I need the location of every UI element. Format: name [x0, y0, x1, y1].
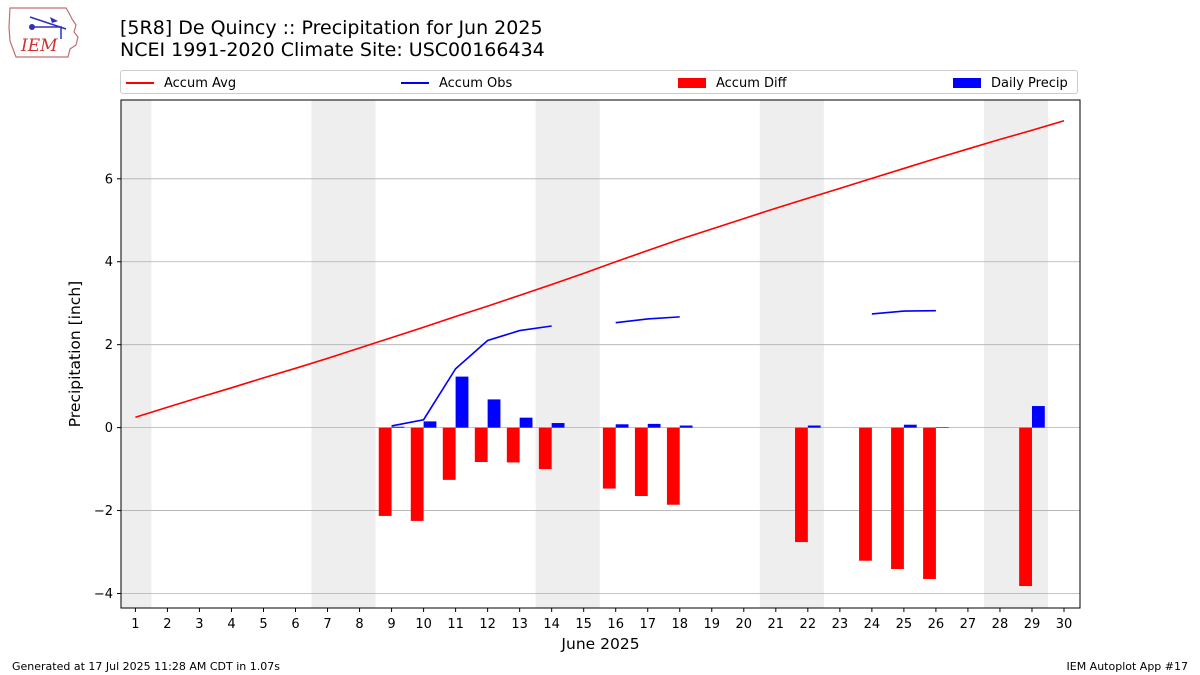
x-tick-label: 3	[195, 617, 203, 632]
x-tick-label: 15	[575, 617, 592, 632]
x-tick-label: 20	[736, 617, 753, 632]
accum-diff-bar	[378, 427, 392, 516]
x-tick-label: 4	[227, 617, 235, 632]
accum-diff-bar	[891, 427, 904, 570]
daily-precip-bar	[679, 425, 693, 428]
daily-precip-bar	[423, 421, 437, 428]
y-tick-label: 0	[105, 421, 113, 436]
y-tick-label: 2	[105, 338, 113, 353]
generated-timestamp: Generated at 17 Jul 2025 11:28 AM CDT in…	[12, 660, 280, 673]
accum-obs-line	[391, 325, 552, 427]
daily-precip-bar	[903, 424, 917, 428]
legend-label-accum-diff: Accum Diff	[716, 75, 787, 91]
x-tick-label: 26	[928, 617, 945, 632]
accum-diff-bar	[474, 427, 488, 463]
y-tick-label: −2	[94, 504, 113, 519]
x-axis-label: June 2025	[560, 635, 639, 653]
app-credit: IEM Autoplot App #17	[1066, 660, 1189, 673]
accum-diff-bar	[923, 427, 936, 579]
x-tick-label: 7	[323, 617, 331, 632]
weekend-shade-band	[121, 100, 152, 608]
daily-precip-bar	[615, 424, 629, 428]
x-tick-label: 9	[387, 617, 395, 632]
x-tick-label: 30	[1056, 617, 1073, 632]
x-tick-label: 27	[960, 617, 977, 632]
accum-diff-bar	[442, 427, 456, 480]
accum-diff-bar	[795, 427, 808, 543]
y-axis-label: Precipitation [inch]	[66, 281, 84, 427]
legend-item-accum-obs: Accum Obs	[401, 74, 512, 92]
x-tick-label: 1	[131, 617, 139, 632]
x-tick-label: 10	[415, 617, 432, 632]
x-tick-label: 19	[703, 617, 720, 632]
legend-swatch-accum-avg	[126, 82, 154, 84]
accum-diff-bar	[602, 427, 616, 489]
accum-diff-bar	[634, 427, 648, 497]
legend-swatch-accum-diff	[678, 78, 706, 88]
chart-subtitle: NCEI 1991-2020 Climate Site: USC00166434	[120, 39, 545, 61]
chart-legend: Accum Avg Accum Obs Accum Diff Daily Pre…	[120, 70, 1078, 94]
x-tick-label: 17	[639, 617, 656, 632]
daily-precip-bar	[807, 425, 821, 428]
weekend-shade-band	[535, 100, 600, 608]
daily-precip-bar	[1031, 406, 1045, 428]
x-tick-label: 25	[896, 617, 913, 632]
legend-label-accum-avg: Accum Avg	[164, 75, 237, 91]
logo-text: IEM	[20, 36, 58, 56]
daily-precip-bar	[647, 423, 661, 428]
accum-obs-line	[871, 309, 936, 315]
y-tick-label: 6	[105, 172, 113, 187]
daily-precip-bar	[519, 417, 533, 428]
weekend-shade-band	[983, 100, 1048, 608]
accum-diff-bar	[666, 427, 680, 505]
x-tick-label: 8	[355, 617, 363, 632]
x-tick-label: 29	[1024, 617, 1041, 632]
y-tick-label: −4	[94, 587, 113, 602]
x-tick-label: 23	[832, 617, 849, 632]
x-tick-label: 13	[511, 617, 528, 632]
x-tick-label: 16	[607, 617, 624, 632]
x-tick-label: 6	[291, 617, 299, 632]
x-tick-label: 18	[671, 617, 688, 632]
x-tick-label: 2	[163, 617, 171, 632]
x-tick-label: 5	[259, 617, 267, 632]
daily-precip-bar	[391, 426, 405, 428]
accum-diff-bar	[859, 427, 872, 561]
x-tick-label: 11	[447, 617, 464, 632]
legend-item-daily-precip: Daily Precip	[953, 74, 1068, 92]
daily-precip-bar	[487, 399, 501, 428]
legend-item-accum-diff: Accum Diff	[678, 74, 787, 92]
weekend-shade-band	[759, 100, 824, 608]
legend-label-daily-precip: Daily Precip	[991, 75, 1068, 91]
legend-swatch-accum-obs	[401, 82, 429, 84]
x-tick-label: 28	[992, 617, 1009, 632]
x-tick-label: 21	[768, 617, 785, 632]
daily-precip-bar	[551, 423, 565, 428]
accum-diff-bar	[506, 427, 520, 463]
x-tick-label: 22	[800, 617, 817, 632]
accum-diff-bar	[538, 427, 552, 470]
iem-logo: IEM	[8, 7, 79, 58]
x-tick-label: 24	[864, 617, 881, 632]
daily-precip-bar	[935, 427, 949, 428]
chart-title: [5R8] De Quincy :: Precipitation for Jun…	[120, 17, 543, 39]
legend-item-accum-avg: Accum Avg	[126, 74, 236, 92]
daily-precip-bar	[455, 376, 469, 428]
x-tick-label: 14	[543, 617, 560, 632]
accum-diff-bar	[1019, 427, 1032, 587]
accum-diff-bar	[410, 427, 424, 521]
legend-label-accum-obs: Accum Obs	[439, 75, 513, 91]
legend-swatch-daily-precip	[953, 78, 981, 88]
y-tick-label: 4	[105, 255, 113, 270]
iowa-outline-icon	[8, 7, 79, 58]
accum-avg-line	[135, 119, 1065, 419]
plot-frame	[120, 99, 1081, 609]
x-tick-label: 12	[479, 617, 496, 632]
accum-obs-line	[615, 316, 680, 324]
